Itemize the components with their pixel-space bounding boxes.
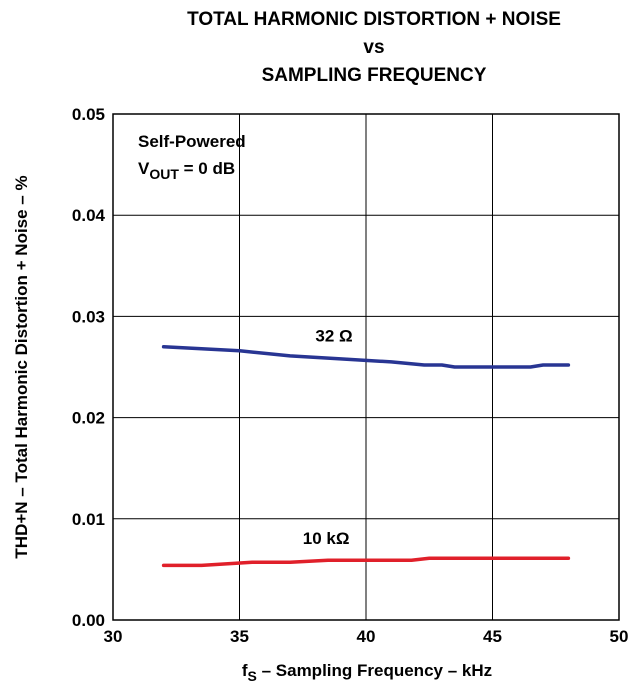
x-axis-label: fS – Sampling Frequency – kHz	[242, 661, 492, 684]
series-line-2	[161, 556, 571, 568]
chart-title-line-2: vs	[363, 37, 384, 58]
chart-title: TOTAL HARMONIC DISTORTION + NOISE vs SAM…	[187, 9, 561, 86]
x-axis-label-rest: – Sampling Frequency – kHz	[257, 661, 492, 680]
y-tick-label: 0.03	[72, 307, 105, 326]
series-labels: 32 Ω 10 kΩ	[303, 327, 353, 548]
y-tick-label: 0.00	[72, 611, 105, 630]
x-tick-labels: 30 35 40 45 50	[104, 627, 629, 646]
gridlines	[112, 113, 620, 621]
series-line-1	[161, 345, 571, 369]
annotation-line-2: VOUT = 0 dB	[138, 159, 235, 182]
series-label-2: 10 kΩ	[303, 529, 350, 548]
annotation-line-2-rest: = 0 dB	[179, 159, 235, 178]
y-tick-label: 0.01	[72, 510, 105, 529]
annotation-line-2-main: V	[138, 159, 150, 178]
chart-title-line-1: TOTAL HARMONIC DISTORTION + NOISE	[187, 9, 561, 30]
x-tick-label: 40	[357, 627, 376, 646]
chart-title-line-3: SAMPLING FREQUENCY	[262, 65, 487, 86]
x-tick-label: 50	[610, 627, 629, 646]
y-tick-label: 0.04	[72, 206, 106, 225]
series-label-1: 32 Ω	[315, 327, 352, 346]
y-tick-label: 0.05	[72, 105, 105, 124]
x-axis-label-sub: S	[248, 668, 257, 684]
x-tick-label: 45	[483, 627, 502, 646]
plot-frame	[112, 113, 620, 621]
x-tick-label: 35	[230, 627, 249, 646]
y-tick-label: 0.02	[72, 409, 105, 428]
series-lines	[161, 345, 571, 568]
annotation-line-2-sub: OUT	[149, 166, 179, 182]
y-tick-labels: 0.00 0.01 0.02 0.03 0.04 0.05	[72, 105, 106, 630]
x-axis-label-main: f	[242, 661, 248, 680]
x-tick-label: 30	[104, 627, 123, 646]
plot-area	[112, 113, 620, 621]
annotation-line-1: Self-Powered	[138, 132, 246, 151]
y-axis-label: THD+N – Total Harmonic Distortion + Nois…	[12, 175, 31, 558]
condition-annotation: Self-Powered VOUT = 0 dB	[138, 132, 246, 182]
